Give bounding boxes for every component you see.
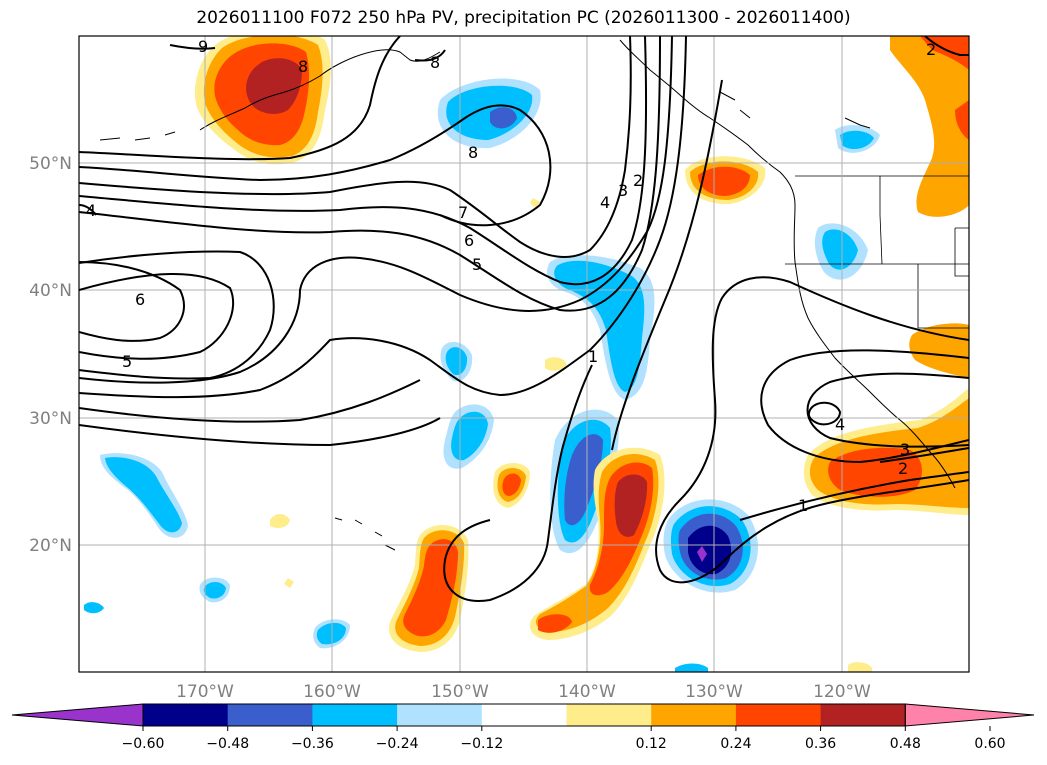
contour-label: 4	[86, 201, 96, 220]
contour-label: 1	[798, 496, 808, 515]
colorbar-segment	[651, 704, 737, 726]
map-frame	[78, 35, 970, 673]
contour-label: 2	[926, 40, 936, 59]
lat-label-40n: 40°N	[29, 281, 72, 301]
contour-label: 3	[618, 181, 628, 200]
colorbar-segment	[397, 704, 483, 726]
colorbar-segment	[227, 704, 313, 726]
colorbar-segment	[481, 704, 567, 726]
lon-label-150w: 150°W	[431, 682, 489, 702]
colorbar-tick-label: 0.60	[974, 736, 1005, 752]
lon-label-120w: 120°W	[813, 682, 871, 702]
colorbar-segment	[735, 704, 822, 726]
colorbar-tick-label: 0.36	[805, 736, 836, 752]
colorbar-segment	[566, 704, 652, 726]
contour-label: 4	[835, 415, 845, 434]
colorbar-tick-label: −0.12	[460, 736, 503, 752]
pv-contour-labels: 9 8 8 8 7 6 5 6 5 4 4 3 2 1 1 2 3 4 2	[86, 37, 936, 515]
contour-label: 1	[588, 347, 598, 366]
colorbar-tick-label: −0.60	[122, 736, 165, 752]
colorbar-extend-low	[11, 703, 144, 727]
lon-label-170w: 170°W	[176, 682, 234, 702]
map-area: 9 8 8 8 7 6 5 6 5 4 4 3 2 1 1 2 3 4 2	[79, 36, 969, 672]
latitude-labels: 50°N 40°N 30°N 20°N	[29, 154, 72, 556]
colorbar-tick-label: 0.48	[890, 736, 921, 752]
lat-label-50n: 50°N	[29, 154, 72, 174]
contour-label: 3	[900, 440, 910, 459]
contour-label: 9	[198, 37, 208, 56]
graticule	[79, 36, 969, 672]
contour-label: 5	[472, 255, 482, 274]
longitude-labels: 170°W 160°W 150°W 140°W 130°W 120°W	[176, 682, 871, 702]
contour-label: 8	[298, 57, 308, 76]
contour-label: 4	[600, 193, 610, 212]
colorbar-tick-label: −0.36	[291, 736, 334, 752]
state-borders	[785, 175, 969, 329]
contour-label: 2	[633, 171, 643, 190]
lat-label-20n: 20°N	[29, 536, 72, 556]
precip-positive-shading	[194, 36, 969, 672]
colorbar-tick-label: −0.24	[376, 736, 419, 752]
contour-label: 2	[898, 459, 908, 478]
colorbar: −0.60 −0.48 −0.36 −0.24 −0.12 0.12 0.24 0.36 0.4…	[11, 703, 1035, 752]
colorbar-frame	[142, 703, 906, 727]
lon-label-160w: 160°W	[303, 682, 361, 702]
colorbar-tick-label: 0.12	[636, 736, 667, 752]
lon-label-130w: 130°W	[685, 682, 743, 702]
colorbar-segment	[820, 704, 906, 726]
map-title: 2026011100 F072 250 hPa PV, precipitatio…	[196, 8, 851, 28]
contour-label: 8	[468, 143, 478, 162]
colorbar-segment	[143, 704, 229, 726]
colorbar-tick-label: 0.24	[720, 736, 751, 752]
lon-label-140w: 140°W	[558, 682, 616, 702]
pv-contours	[79, 36, 969, 602]
colorbar-tick-label: −0.48	[206, 736, 249, 752]
colorbar-segment	[312, 704, 398, 726]
contour-label: 6	[135, 290, 145, 309]
colorbar-extend-high	[904, 703, 1035, 727]
contour-label: 8	[430, 53, 440, 72]
lat-label-30n: 30°N	[29, 409, 72, 429]
contour-label: 6	[464, 231, 474, 250]
contour-label: 7	[458, 203, 468, 222]
contour-label: 5	[122, 352, 132, 371]
